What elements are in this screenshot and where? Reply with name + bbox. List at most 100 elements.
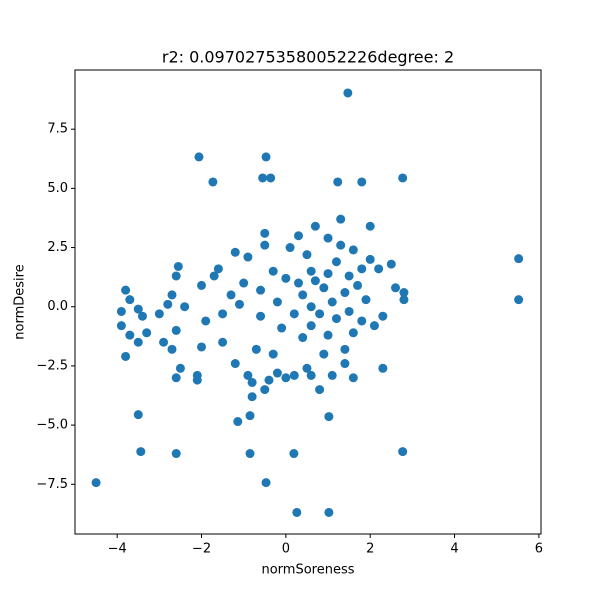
point <box>323 330 333 340</box>
point <box>239 278 249 288</box>
point <box>514 254 524 264</box>
x-tick-label: 4 <box>450 542 458 557</box>
point <box>247 392 257 402</box>
point <box>121 351 131 361</box>
point <box>230 247 240 257</box>
point <box>142 328 152 338</box>
point <box>315 385 325 395</box>
point <box>133 410 143 420</box>
point <box>298 290 308 300</box>
point <box>327 297 337 307</box>
y-axis-label: normDesire <box>13 264 28 339</box>
point <box>91 478 101 488</box>
point <box>514 295 524 305</box>
x-tick-label: 2 <box>366 542 374 557</box>
point <box>197 280 207 290</box>
point <box>260 228 270 238</box>
x-axis-label: normSoreness <box>261 563 354 578</box>
point <box>209 271 219 281</box>
point <box>180 302 190 312</box>
point <box>398 447 408 457</box>
point <box>171 271 181 281</box>
point <box>167 290 177 300</box>
point <box>245 411 255 421</box>
point <box>201 316 211 326</box>
point <box>398 173 408 183</box>
point <box>331 257 341 267</box>
point <box>294 231 304 241</box>
y-tick-label: −2.5 <box>36 358 68 373</box>
y-tick-label: −7.5 <box>36 477 68 492</box>
chart-title: r2: 0.09702753580052226degree: 2 <box>162 48 454 67</box>
point <box>292 507 302 517</box>
point <box>348 373 358 383</box>
point <box>399 288 409 298</box>
point <box>340 344 350 354</box>
point <box>258 173 268 183</box>
x-tick-label: 0 <box>282 542 290 557</box>
point <box>340 288 350 298</box>
point <box>378 311 388 321</box>
point <box>323 269 333 279</box>
point <box>133 304 143 314</box>
point <box>261 478 271 488</box>
point <box>226 290 236 300</box>
point <box>133 337 143 347</box>
point <box>306 321 316 331</box>
point <box>121 285 131 295</box>
point <box>315 309 325 319</box>
point <box>264 375 274 385</box>
point <box>243 252 253 262</box>
point <box>137 311 147 321</box>
point <box>289 309 299 319</box>
point <box>116 306 126 316</box>
point <box>357 264 367 274</box>
point <box>333 177 343 187</box>
point <box>336 214 346 224</box>
point <box>327 370 337 380</box>
point <box>319 349 329 359</box>
point <box>386 259 396 269</box>
point <box>233 417 243 427</box>
point <box>324 412 334 422</box>
point <box>344 271 354 281</box>
point <box>272 368 282 378</box>
x-tick-label: −4 <box>108 542 127 557</box>
plot-frame <box>74 69 542 535</box>
point <box>260 385 270 395</box>
y-tick-label: 7.5 <box>47 122 68 137</box>
point <box>310 221 320 231</box>
point <box>243 370 253 380</box>
point <box>357 177 367 187</box>
point <box>302 363 312 373</box>
point <box>365 221 375 231</box>
point <box>302 250 312 260</box>
point <box>281 273 291 283</box>
y-tick-label: −5.0 <box>36 418 68 433</box>
point <box>310 276 320 286</box>
point <box>289 370 299 380</box>
point <box>378 363 388 373</box>
point <box>323 233 333 243</box>
point <box>218 337 228 347</box>
point <box>245 449 255 459</box>
point <box>331 314 341 324</box>
point <box>197 342 207 352</box>
x-tick-label: −2 <box>192 542 211 557</box>
point <box>319 283 329 293</box>
point <box>218 309 228 319</box>
point <box>171 325 181 335</box>
point <box>340 359 350 369</box>
point <box>261 152 271 162</box>
point <box>374 264 384 274</box>
point <box>272 297 282 307</box>
point <box>294 278 304 288</box>
point <box>298 333 308 343</box>
point <box>306 266 316 276</box>
point <box>324 507 334 517</box>
point <box>173 261 183 271</box>
point <box>306 370 316 380</box>
point <box>399 295 409 305</box>
point <box>116 321 126 331</box>
